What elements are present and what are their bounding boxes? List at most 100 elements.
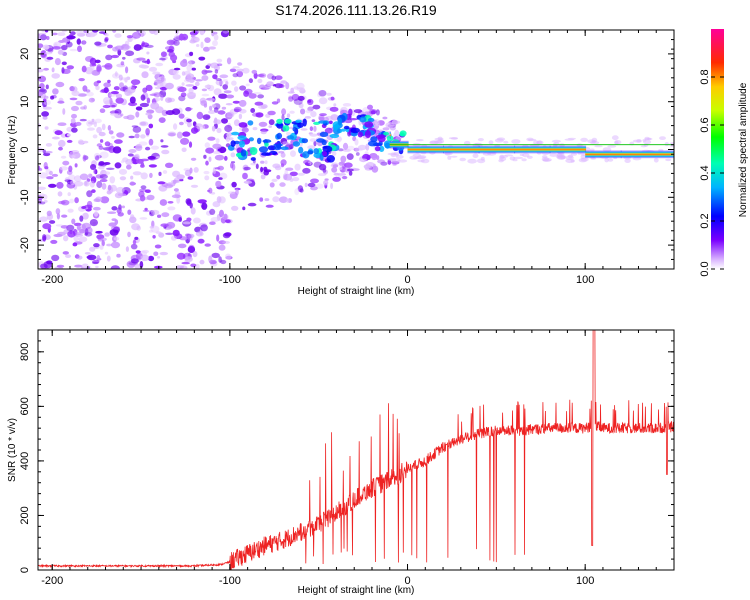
noise-speckle <box>62 160 70 166</box>
noise-speckle <box>44 150 53 154</box>
noise-speckle <box>56 264 65 268</box>
noise-speckle <box>268 119 275 126</box>
noise-speckle <box>318 90 327 97</box>
noise-speckle <box>77 93 87 97</box>
noise-speckle <box>200 41 204 49</box>
noise-speckle <box>190 184 199 188</box>
transition-blob <box>364 130 371 139</box>
noise-speckle <box>209 105 213 111</box>
noise-speckle <box>71 155 76 158</box>
noise-speckle <box>578 158 587 163</box>
noise-speckle <box>251 69 258 74</box>
noise-speckle <box>158 171 162 176</box>
noise-speckle <box>104 38 108 43</box>
noise-speckle <box>217 63 223 66</box>
noise-speckle <box>82 140 89 144</box>
noise-speckle <box>342 103 352 107</box>
noise-speckle <box>71 218 76 225</box>
noise-speckle <box>74 222 82 227</box>
noise-speckle <box>242 206 246 211</box>
noise-speckle <box>459 157 467 162</box>
transition-blob <box>319 131 329 137</box>
noise-speckle <box>103 97 111 105</box>
noise-speckle <box>219 209 224 218</box>
noise-speckle <box>317 92 322 98</box>
noise-speckle <box>258 73 267 78</box>
noise-speckle <box>117 48 122 56</box>
figure-title: S174.2026.111.13.26.R19 <box>275 2 437 18</box>
noise-speckle <box>46 210 52 217</box>
noise-speckle <box>86 33 96 38</box>
noise-speckle <box>79 173 89 181</box>
transition-blob <box>276 122 284 129</box>
noise-speckle <box>664 142 669 147</box>
noise-speckle <box>342 142 349 150</box>
noise-speckle <box>192 85 198 90</box>
transition-blob <box>258 146 269 153</box>
noise-speckle <box>86 254 97 261</box>
noise-speckle <box>97 166 105 170</box>
noise-speckle <box>139 121 149 127</box>
noise-speckle <box>55 81 65 88</box>
noise-speckle <box>195 81 200 87</box>
noise-speckle <box>39 201 46 205</box>
noise-speckle <box>114 162 122 169</box>
noise-speckle <box>149 172 153 178</box>
noise-speckle <box>148 164 157 168</box>
noise-speckle <box>175 265 185 269</box>
noise-speckle <box>653 158 659 163</box>
noise-speckle <box>288 95 293 100</box>
noise-speckle <box>61 214 68 218</box>
noise-speckle <box>268 125 273 128</box>
transition-blob <box>318 120 328 124</box>
noise-speckle <box>114 71 118 77</box>
ridge-segment <box>514 145 551 154</box>
noise-speckle <box>542 155 548 159</box>
noise-speckle <box>148 123 154 129</box>
noise-speckle <box>209 99 216 103</box>
noise-speckle <box>286 113 291 118</box>
noise-speckle <box>333 103 337 107</box>
noise-speckle <box>385 122 395 129</box>
noise-speckle <box>237 62 243 66</box>
noise-speckle <box>96 180 103 189</box>
spectrogram-y-axis-label: Frequency (Hz) <box>7 116 18 185</box>
noise-speckle <box>285 82 290 90</box>
noise-speckle <box>49 170 53 176</box>
noise-speckle <box>187 176 194 180</box>
noise-speckle <box>93 121 97 128</box>
transition-blob <box>249 147 258 155</box>
noise-speckle <box>132 126 142 133</box>
noise-speckle <box>47 48 54 53</box>
noise-speckle <box>38 68 44 73</box>
noise-speckle <box>89 219 98 227</box>
noise-speckle <box>643 139 652 145</box>
noise-speckle <box>214 64 220 71</box>
noise-speckle <box>148 229 154 233</box>
noise-speckle <box>46 36 50 40</box>
noise-speckle <box>130 175 134 180</box>
noise-speckle <box>89 180 95 188</box>
noise-speckle <box>91 189 96 194</box>
noise-speckle <box>255 112 264 118</box>
noise-speckle <box>74 254 80 259</box>
transition-blob <box>367 140 378 147</box>
noise-speckle <box>665 158 672 162</box>
noise-speckle <box>39 172 48 179</box>
noise-speckle <box>73 235 79 242</box>
noise-speckle <box>93 198 101 202</box>
colorbar-tick-label: 0.2 <box>699 213 711 228</box>
noise-speckle <box>300 128 308 131</box>
x-tick-label: -100 <box>219 575 241 587</box>
noise-speckle <box>100 237 107 241</box>
noise-speckle <box>354 147 363 152</box>
noise-speckle <box>488 140 494 145</box>
noise-speckle <box>210 217 220 222</box>
noise-speckle <box>310 186 318 191</box>
noise-speckle <box>512 158 518 162</box>
x-tick-label: 0 <box>404 274 410 286</box>
noise-speckle <box>45 84 49 90</box>
frequency-ridge <box>389 131 674 159</box>
noise-speckle <box>229 68 237 73</box>
